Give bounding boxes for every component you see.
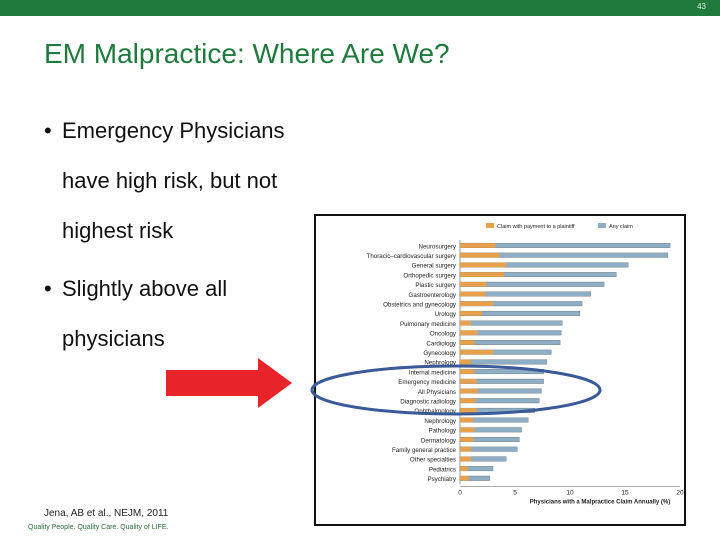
legend-swatch: [598, 223, 606, 228]
category-label: Ophthalmology: [414, 408, 457, 415]
category-label: Plastic surgery: [415, 282, 456, 289]
x-tick-label: 10: [566, 490, 574, 497]
bar-payment: [460, 243, 496, 248]
legend-label: Any claim: [609, 224, 633, 230]
bar-payment: [460, 272, 504, 277]
top-bar: 43: [0, 0, 720, 16]
chart-svg: Claim with payment to a plaintiff Any cla…: [367, 223, 684, 506]
bar-payment: [460, 437, 474, 442]
category-label: Psychiatry: [427, 476, 456, 483]
category-label: Pulmonary medicine: [400, 321, 457, 328]
legend-label: Claim with payment to a plaintiff: [497, 224, 575, 230]
category-label: Pathology: [428, 428, 456, 435]
bar-payment: [460, 330, 478, 336]
bullet-1-line-3: highest risk: [62, 218, 174, 243]
highlight-ellipse: [310, 364, 602, 416]
x-axis-label: Physicians with a Malpractice Claim Annu…: [530, 500, 670, 506]
bar-payment: [460, 476, 469, 481]
x-tick-label: 5: [513, 490, 517, 497]
bullet-1-line-1: Emergency Physicians: [62, 118, 285, 143]
category-label: Cardiology: [426, 340, 456, 347]
category-label: Gastroenterology: [409, 292, 457, 299]
bar-payment: [460, 340, 475, 345]
bar-payment: [460, 359, 471, 365]
bar-payment: [460, 262, 507, 268]
category-label: General surgery: [412, 263, 457, 270]
category-label: Neurosurgery: [419, 243, 457, 250]
bar-payment: [460, 408, 477, 413]
category-label: Internal medicine: [409, 369, 457, 376]
category-label: Gynecology: [423, 350, 457, 357]
bullet-2-line-2: physicians: [62, 326, 165, 351]
bar-payment: [460, 252, 500, 258]
bar-payment: [460, 446, 471, 452]
category-label: Nephrology: [424, 418, 457, 425]
bar-payment: [460, 466, 468, 471]
bar-payment: [460, 388, 478, 394]
bar-payment: [460, 369, 475, 374]
category-label: Urology: [435, 311, 457, 318]
bullet-2-line-1: Slightly above all: [62, 276, 228, 301]
bar-payment: [460, 398, 476, 403]
category-label: Nephrology: [424, 360, 457, 367]
slide-title: EM Malpractice: Where Are We?: [44, 38, 450, 69]
category-label: Pediatrics: [429, 466, 456, 473]
x-tick-label: 15: [621, 490, 629, 497]
category-label: All Physicians: [418, 389, 456, 396]
slide-number: 43: [697, 2, 706, 11]
category-label: Dermatology: [421, 437, 457, 444]
bar-payment: [460, 282, 487, 287]
x-tick-label: 0: [458, 490, 462, 497]
category-label: Orthopedic surgery: [403, 272, 457, 279]
red-arrow-icon: [166, 358, 292, 408]
bullet-dot: •: [44, 276, 52, 301]
bar-payment: [460, 291, 486, 297]
category-label: Diagnostic radiology: [400, 399, 457, 406]
bar-payment: [460, 417, 474, 423]
bar-payment: [460, 301, 493, 306]
x-tick-label: 20: [676, 490, 684, 497]
legend-swatch: [486, 223, 494, 228]
citation: Jena, AB et al., NEJM, 2011: [44, 508, 169, 519]
category-label: Oncology: [430, 331, 457, 338]
bar-payment: [460, 349, 493, 355]
category-label: Obstetrics and gynecology: [383, 302, 457, 309]
category-label: Other specialties: [410, 457, 456, 464]
bar-payment: [460, 320, 471, 326]
category-label: Family general practice: [392, 447, 457, 454]
bullet-1-line-2: have high risk, but not: [62, 168, 278, 193]
bar-payment: [460, 311, 482, 316]
category-label: Emergency medicine: [398, 379, 456, 386]
bullet-dot: •: [44, 118, 52, 143]
bar-any-claim: [459, 340, 561, 345]
bar-payment: [460, 379, 477, 384]
category-label: Thoracic–cardiovascular surgery: [367, 253, 457, 260]
bar-any-claim: [459, 320, 563, 326]
footer-logo: Quality People. Quality Care. Quality of…: [28, 524, 169, 531]
bar-payment: [460, 456, 471, 462]
bar-payment: [460, 427, 475, 433]
